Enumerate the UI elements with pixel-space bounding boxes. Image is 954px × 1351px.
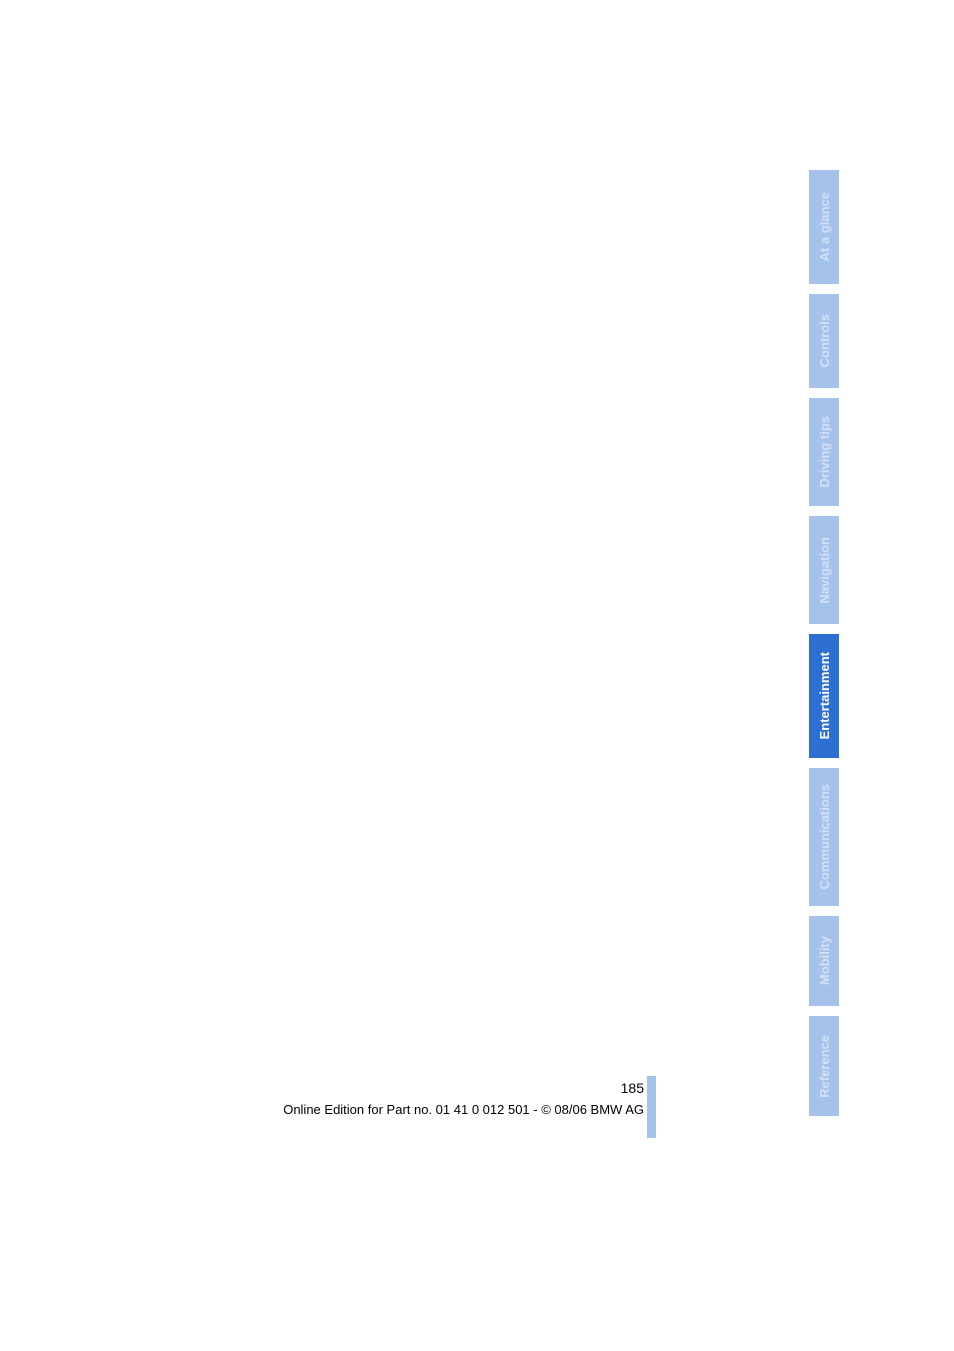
tab-gap: [809, 506, 839, 516]
page: At a glance Controls Driving tips Navigatio…: [0, 0, 954, 1351]
tab-label: Mobility: [817, 936, 832, 985]
tab-gap: [809, 906, 839, 916]
tab-at-a-glance[interactable]: At a glance: [809, 170, 839, 284]
tab-label: Communications: [817, 784, 832, 889]
tab-label: At a glance: [817, 192, 832, 261]
tab-gap: [809, 1006, 839, 1016]
tab-communications[interactable]: Communications: [809, 768, 839, 906]
tab-label: Entertainment: [817, 652, 832, 739]
tab-entertainment[interactable]: Entertainment: [809, 634, 839, 758]
tab-gap: [809, 624, 839, 634]
tab-label: Driving tips: [817, 416, 832, 488]
tab-navigation[interactable]: Navigation: [809, 516, 839, 624]
tab-controls[interactable]: Controls: [809, 294, 839, 388]
tab-gap: [809, 284, 839, 294]
tab-mobility[interactable]: Mobility: [809, 916, 839, 1006]
tab-gap: [809, 758, 839, 768]
tab-label: Reference: [817, 1035, 832, 1098]
page-number: 185: [621, 1080, 644, 1096]
tab-label: Navigation: [817, 537, 832, 603]
tab-label: Controls: [817, 314, 832, 367]
section-tabs: At a glance Controls Driving tips Navigatio…: [809, 170, 839, 1116]
tab-reference[interactable]: Reference: [809, 1016, 839, 1116]
tab-driving-tips[interactable]: Driving tips: [809, 398, 839, 506]
footer-accent-bar: [647, 1076, 656, 1138]
tab-gap: [809, 388, 839, 398]
footer-copyright: Online Edition for Part no. 01 41 0 012 …: [283, 1102, 644, 1117]
